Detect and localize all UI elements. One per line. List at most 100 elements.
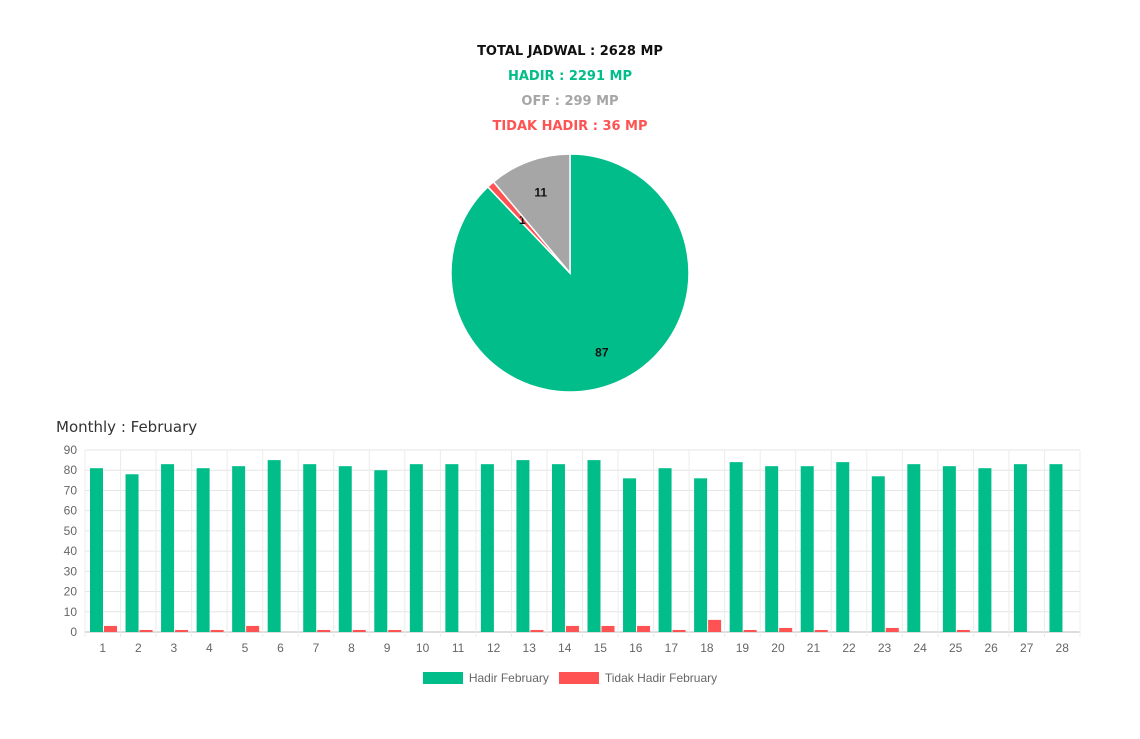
x-tick-label: 26: [984, 641, 998, 655]
bar-tidak-hadir[interactable]: [885, 627, 899, 632]
x-tick-label: 13: [523, 641, 537, 655]
x-tick-label: 19: [736, 641, 750, 655]
bar-hadir[interactable]: [623, 478, 637, 632]
y-tick-label: 70: [64, 483, 78, 497]
bar-hadir[interactable]: [161, 464, 175, 632]
bar-hadir[interactable]: [90, 468, 103, 632]
legend-item-tidak-hadir[interactable]: Tidak Hadir February: [558, 671, 718, 685]
bar-tidak-hadir[interactable]: [530, 629, 544, 632]
x-tick-label: 17: [665, 641, 679, 655]
x-tick-label: 18: [700, 641, 714, 655]
bar-tidak-hadir[interactable]: [672, 629, 686, 632]
bar-hadir[interactable]: [303, 464, 317, 632]
x-tick-label: 23: [878, 641, 892, 655]
bar-hadir[interactable]: [942, 466, 956, 632]
bar-hadir[interactable]: [232, 466, 246, 632]
bar-hadir[interactable]: [1049, 464, 1063, 632]
bar-hadir[interactable]: [125, 474, 139, 632]
bar-hadir[interactable]: [1013, 464, 1027, 632]
bar-hadir[interactable]: [551, 464, 565, 632]
y-tick-label: 20: [64, 585, 78, 599]
pie-slice-2[interactable]: [492, 153, 571, 276]
bar-tidak-hadir[interactable]: [246, 625, 260, 632]
legend-label-tidak-hadir: Tidak Hadir February: [604, 671, 718, 685]
bar-hadir[interactable]: [729, 462, 743, 632]
bar-tidak-hadir[interactable]: [637, 625, 651, 632]
legend-swatch-tidak-hadir: [558, 672, 599, 684]
x-tick-label: 28: [1056, 641, 1070, 655]
x-tick-label: 2: [135, 641, 142, 655]
bar-tidak-hadir[interactable]: [814, 629, 828, 632]
x-tick-label: 24: [913, 641, 927, 655]
bar-tidak-hadir[interactable]: [779, 627, 793, 632]
x-tick-label: 7: [313, 641, 320, 655]
y-tick-label: 50: [64, 524, 78, 538]
bar-tidak-hadir[interactable]: [708, 619, 722, 632]
bar-tidak-hadir[interactable]: [210, 629, 224, 632]
x-tick-label: 20: [771, 641, 785, 655]
bar-hadir[interactable]: [765, 466, 779, 632]
y-tick-label: 80: [64, 463, 78, 477]
bar-hadir[interactable]: [445, 464, 459, 632]
pie-slice-label-2: 11: [534, 185, 547, 199]
x-tick-label: 5: [242, 641, 249, 655]
bar-hadir[interactable]: [871, 476, 885, 632]
pie-slice-label-0: 87: [595, 346, 609, 360]
legend-swatch-hadir: [422, 672, 463, 684]
summary-hadir: HADIR : 2291 MP: [507, 69, 632, 84]
bar-tidak-hadir[interactable]: [317, 629, 331, 632]
bar-tidak-hadir[interactable]: [104, 625, 117, 632]
x-tick-label: 3: [170, 641, 177, 655]
x-tick-label: 14: [558, 641, 572, 655]
bar-hadir[interactable]: [907, 464, 921, 632]
x-tick-label: 9: [384, 641, 391, 655]
bar-hadir[interactable]: [658, 468, 672, 632]
x-tick-label: 12: [487, 641, 501, 655]
bar-hadir[interactable]: [836, 462, 850, 632]
x-tick-label: 8: [348, 641, 355, 655]
bar-tidak-hadir[interactable]: [352, 629, 366, 632]
y-tick-label: 10: [64, 605, 78, 619]
bar-hadir[interactable]: [694, 478, 708, 632]
bar-hadir[interactable]: [978, 468, 992, 632]
legend-label-hadir: Hadir February: [468, 671, 549, 685]
y-tick-label: 30: [64, 564, 78, 578]
x-tick-label: 25: [949, 641, 963, 655]
bar-hadir[interactable]: [267, 460, 281, 632]
summary-total: TOTAL JADWAL : 2628 MP: [477, 44, 663, 59]
y-tick-label: 60: [64, 504, 78, 518]
bar-tidak-hadir[interactable]: [956, 629, 970, 632]
bar-hadir[interactable]: [338, 466, 352, 632]
bar-tidak-hadir[interactable]: [743, 629, 757, 632]
x-tick-label: 10: [416, 641, 430, 655]
x-tick-label: 15: [594, 641, 608, 655]
bar-chart-legend: Hadir February Tidak Hadir February: [0, 671, 1140, 685]
x-tick-label: 16: [629, 641, 643, 655]
x-tick-label: 4: [206, 641, 213, 655]
bar-tidak-hadir[interactable]: [388, 629, 402, 632]
legend-item-hadir[interactable]: Hadir February: [422, 671, 549, 685]
pie-slice-label-1: 1: [519, 213, 526, 227]
y-tick-label: 40: [64, 544, 78, 558]
x-tick-label: 1: [99, 641, 106, 655]
bar-hadir[interactable]: [374, 470, 388, 632]
x-tick-label: 27: [1020, 641, 1034, 655]
bar-hadir[interactable]: [800, 466, 814, 632]
bar-hadir[interactable]: [480, 464, 494, 632]
bar-tidak-hadir[interactable]: [565, 625, 579, 632]
summary-tidak-hadir: TIDAK HADIR : 36 MP: [492, 119, 648, 134]
summary-off: OFF : 299 MP: [521, 94, 619, 109]
bar-tidak-hadir[interactable]: [601, 625, 615, 632]
bar-hadir[interactable]: [196, 468, 210, 632]
y-tick-label: 0: [70, 625, 77, 639]
x-tick-label: 11: [452, 641, 465, 655]
y-tick-label: 90: [64, 443, 78, 457]
bar-chart-title: Monthly : February: [56, 418, 198, 436]
bar-hadir[interactable]: [409, 464, 423, 632]
bar-hadir[interactable]: [516, 460, 530, 632]
bar-hadir[interactable]: [587, 460, 601, 632]
bar-tidak-hadir[interactable]: [175, 629, 189, 632]
bar-tidak-hadir[interactable]: [139, 629, 153, 632]
